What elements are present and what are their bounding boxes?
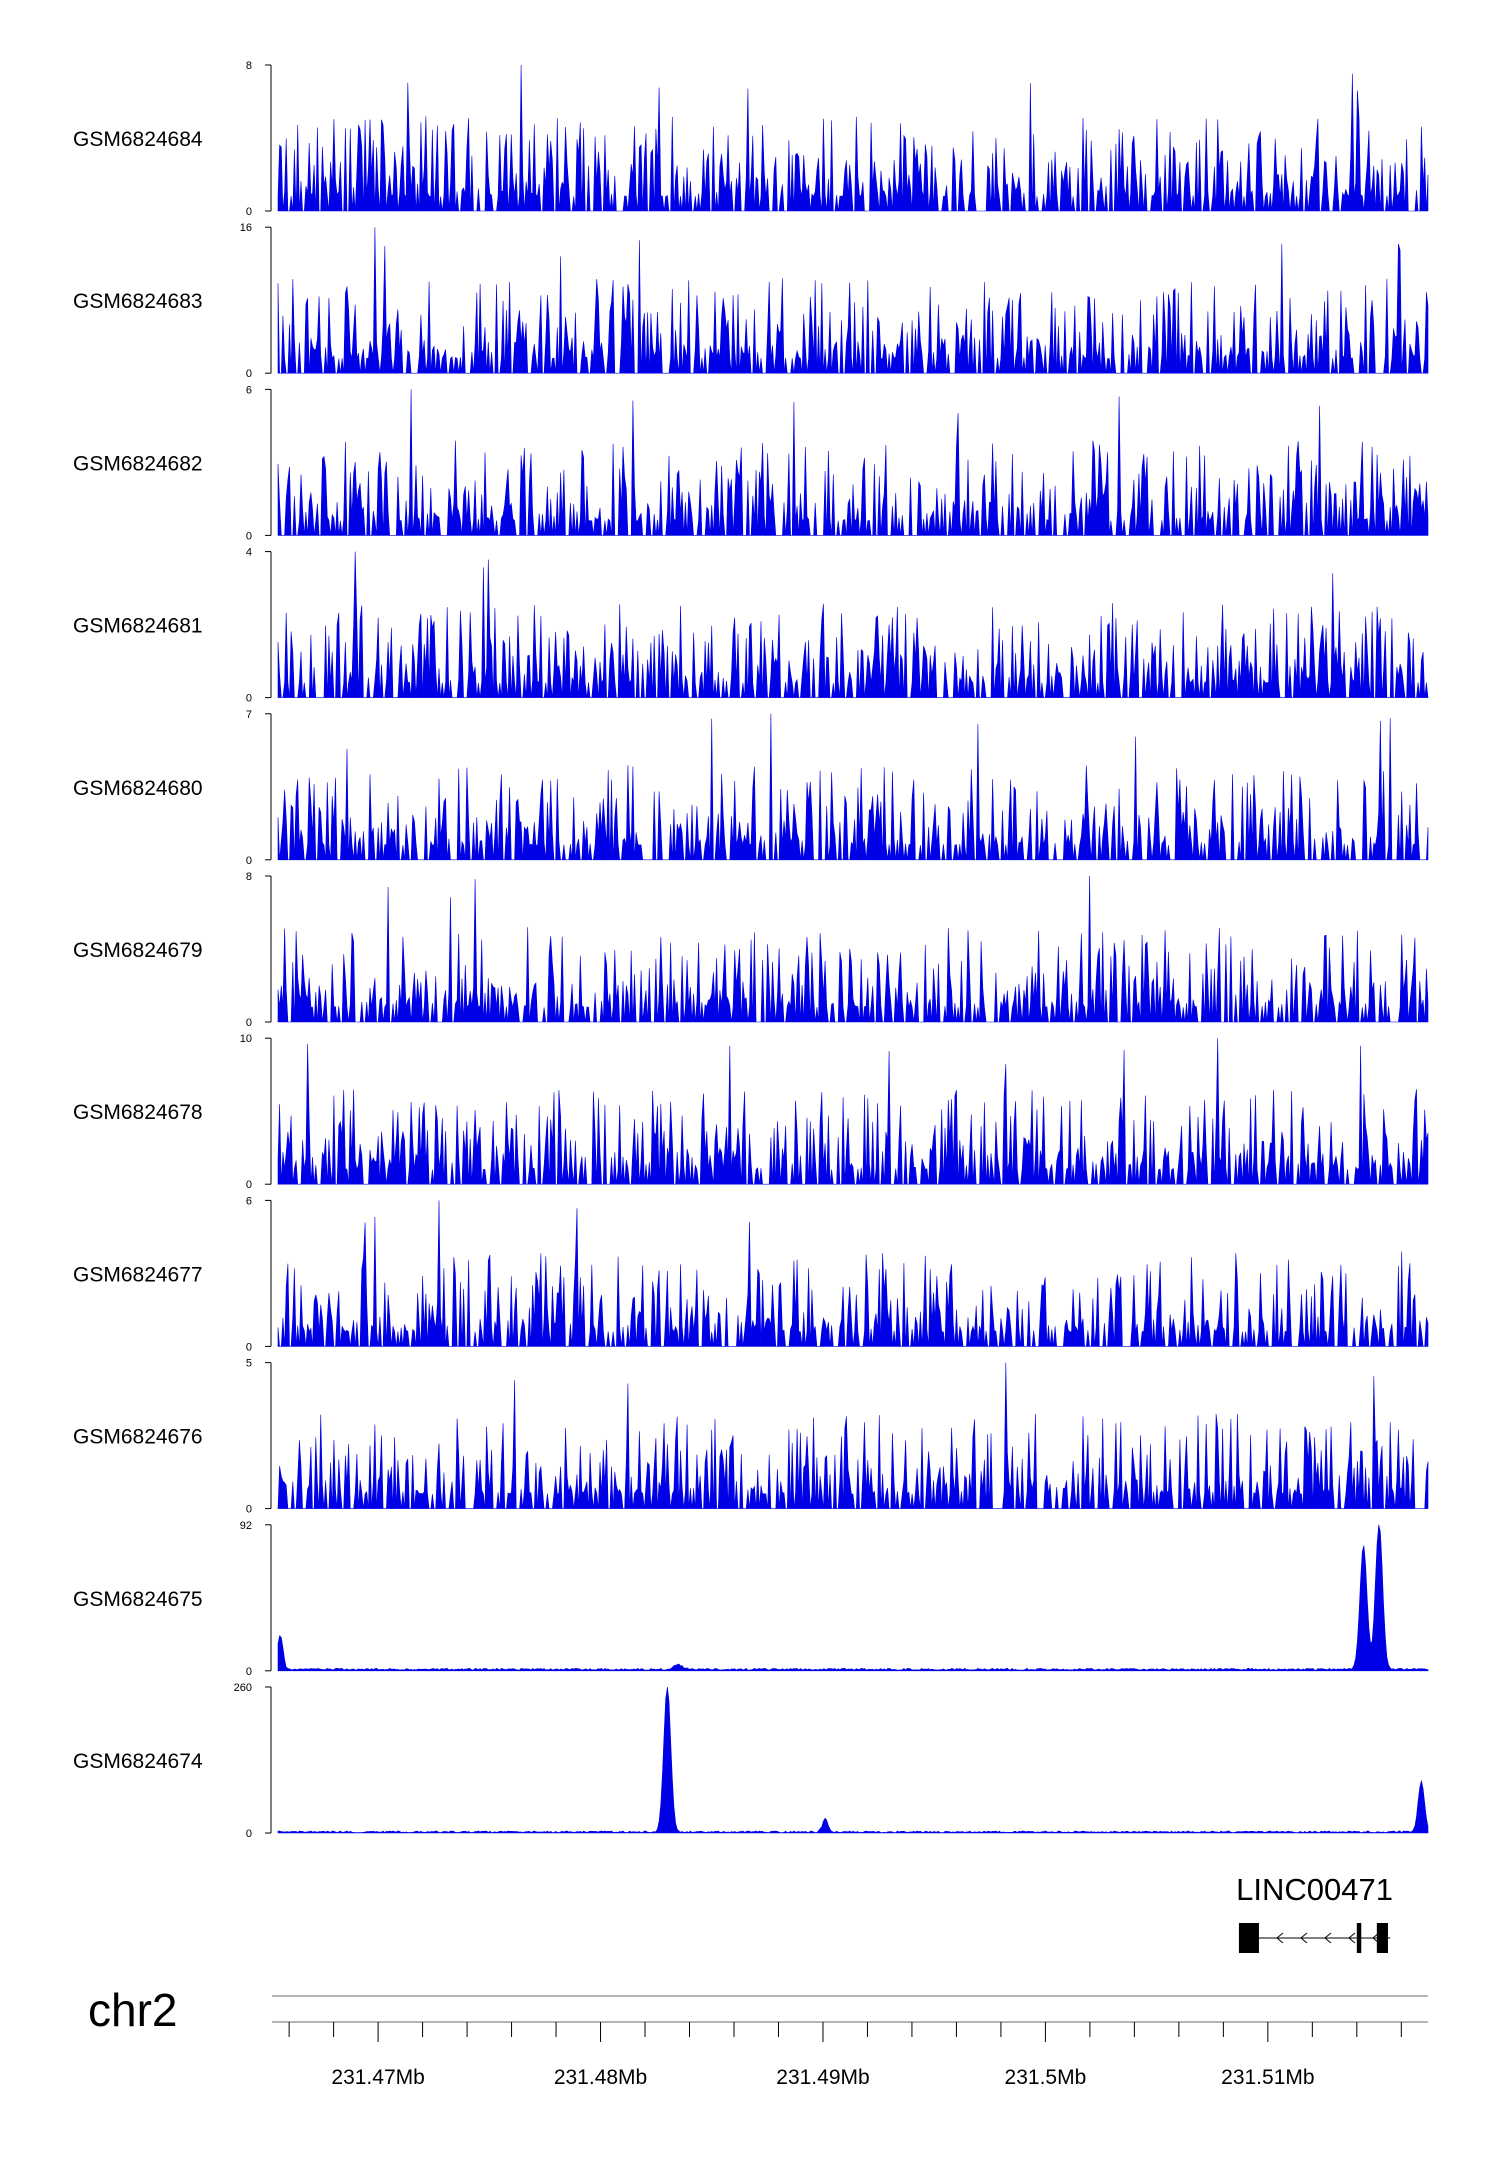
gene-exon-2 [1356, 1923, 1362, 1953]
signal-area-GSM6824680 [277, 713, 1429, 861]
signal-area-GSM6824678 [277, 1038, 1429, 1185]
track-label: GSM6824681 [73, 615, 203, 638]
track-label: GSM6824679 [73, 939, 203, 962]
gene-exon-1 [1238, 1923, 1259, 1953]
y-tick-label-zero: 0 [246, 530, 252, 542]
track-label: GSM6824677 [73, 1263, 203, 1286]
chromosome-label: chr2 [88, 1984, 177, 2036]
gene-exon-3 [1376, 1923, 1388, 1953]
x-tick-label: 231.49Mb [776, 2066, 869, 2089]
x-tick-label: 231.5Mb [1005, 2066, 1087, 2089]
signal-area-GSM6824676 [277, 1362, 1429, 1509]
track-label: GSM6824674 [73, 1750, 203, 1773]
strand-arrow [1348, 1932, 1356, 1944]
x-tick-label: 231.48Mb [554, 2066, 647, 2089]
signal-area-GSM6824677 [277, 1200, 1429, 1347]
y-tick-label-max: 4 [246, 547, 252, 559]
y-tick-label-max: 6 [246, 1195, 252, 1207]
track-label: GSM6824683 [73, 290, 203, 313]
track-label: GSM6824682 [73, 452, 203, 475]
y-tick-label-zero: 0 [246, 1828, 252, 1840]
track-label: GSM6824680 [73, 777, 203, 800]
y-tick-label-max: 10 [240, 1033, 252, 1045]
strand-arrow [1324, 1932, 1332, 1944]
track-label: GSM6824675 [73, 1588, 203, 1611]
y-tick-label-max: 260 [234, 1682, 252, 1694]
y-tick-label-zero: 0 [246, 693, 252, 705]
signal-area-GSM6824681 [277, 551, 1429, 698]
signal-area-GSM6824679 [277, 875, 1429, 1023]
y-tick-label-max: 5 [246, 1358, 252, 1370]
signal-area-GSM6824682 [277, 389, 1429, 536]
y-tick-label-zero: 0 [246, 1017, 252, 1029]
gene-label: LINC00471 [1236, 1872, 1393, 1907]
y-tick-label-zero: 0 [246, 206, 252, 218]
y-tick-label-zero: 0 [246, 1504, 252, 1516]
y-tick-label-zero: 0 [246, 1341, 252, 1353]
strand-arrow [1276, 1932, 1284, 1944]
track-label: GSM6824678 [73, 1101, 203, 1124]
signal-area-GSM6824675 [277, 1524, 1429, 1672]
signal-area-GSM6824684 [277, 64, 1429, 212]
y-tick-label-zero: 0 [246, 368, 252, 380]
signal-area-GSM6824674 [277, 1686, 1429, 1834]
x-tick-label: 231.47Mb [331, 2066, 424, 2089]
y-tick-label-zero: 0 [246, 1666, 252, 1678]
track-label: GSM6824676 [73, 1426, 203, 1449]
y-tick-label-zero: 0 [246, 855, 252, 867]
y-tick-label-max: 16 [240, 222, 252, 234]
y-tick-label-max: 7 [246, 709, 252, 721]
y-tick-label-zero: 0 [246, 1179, 252, 1191]
y-tick-label-max: 8 [246, 60, 252, 72]
y-tick-label-max: 8 [246, 871, 252, 883]
x-tick-label: 231.51Mb [1221, 2066, 1314, 2089]
track-label: GSM6824684 [73, 128, 203, 151]
strand-arrow [1372, 1932, 1380, 1944]
y-tick-label-max: 92 [240, 1520, 252, 1532]
strand-arrow [1300, 1932, 1308, 1944]
y-tick-label-max: 6 [246, 384, 252, 396]
signal-area-GSM6824683 [277, 227, 1429, 374]
